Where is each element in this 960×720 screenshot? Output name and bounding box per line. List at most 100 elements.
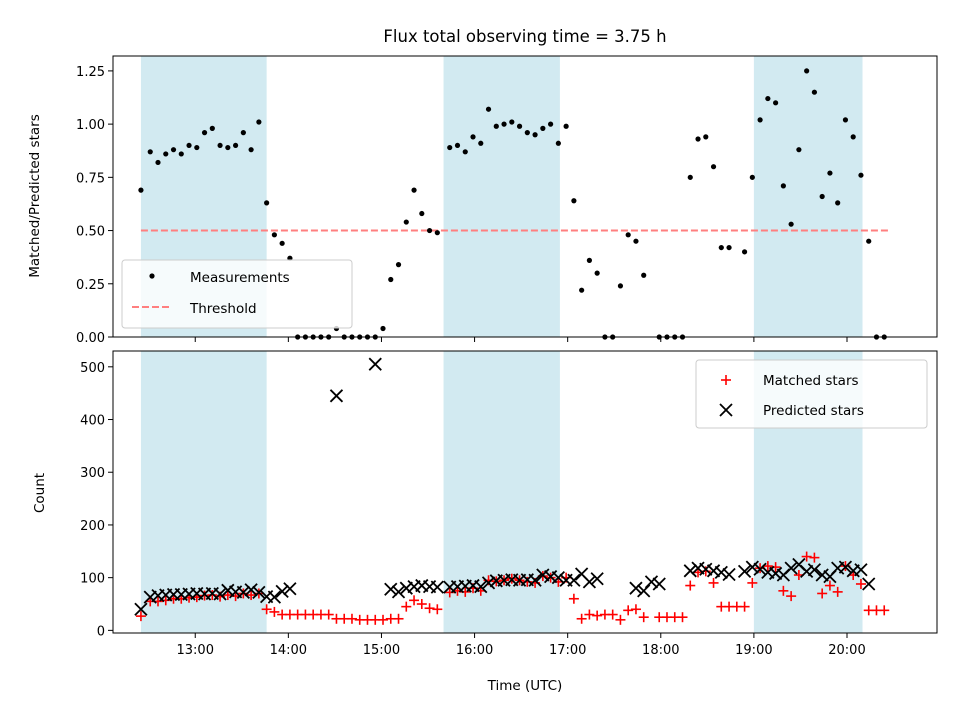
matched-star-point [879, 605, 890, 616]
predicted-star-stroke-b [384, 582, 398, 596]
predicted-star-stroke-b [792, 557, 806, 572]
measurement-point [633, 238, 639, 244]
measurement-point [579, 287, 585, 293]
measurement-point [819, 193, 825, 200]
top-y-tick-label: 1.25 [76, 65, 105, 80]
matched-star-point [778, 585, 789, 596]
bottom-legend: Matched stars Predicted stars [695, 359, 928, 429]
predicted-star-point [329, 389, 344, 403]
matched-star-point [832, 586, 843, 597]
matched-star-point [607, 609, 618, 620]
measurement-point [454, 142, 461, 149]
legend-threshold-label: Threshold [189, 301, 257, 317]
predicted-star-point [706, 564, 721, 578]
predicted-star-stroke-b [590, 572, 604, 586]
predicted-star-stroke-b [800, 564, 814, 578]
top-shaded-interval-1 [443, 56, 560, 337]
top-y-tick-label: 0.50 [76, 225, 105, 240]
measurement-point [780, 183, 786, 189]
matched-star-point [401, 601, 412, 612]
predicted-star-stroke-b [691, 561, 705, 575]
measurement-point [232, 142, 239, 149]
predicted-star-point [275, 584, 289, 598]
matched-star-point [432, 604, 443, 615]
matched-star-point [747, 577, 758, 588]
bottom-y-tick-label: 500 [80, 361, 105, 376]
bottom-y-tick-label: 400 [80, 414, 105, 429]
bottom-y-tick-label: 200 [80, 519, 105, 534]
measurement-point [687, 174, 693, 180]
matched-star-point [685, 580, 696, 591]
predicted-star-stroke-b [134, 602, 148, 616]
measurement-point [380, 325, 386, 332]
matched-star-point [393, 613, 404, 624]
bottom-x-tick-label: 17:00 [549, 643, 586, 658]
measurement-point [501, 121, 507, 127]
bottom-legend-box [695, 359, 928, 429]
predicted-star-stroke-b [706, 564, 721, 578]
measurement-point [478, 140, 484, 146]
measurement-point [524, 130, 530, 136]
predicted-star-point [551, 571, 565, 585]
predicted-star-point [629, 581, 643, 595]
predicted-star-point [714, 565, 728, 580]
measurement-point [788, 221, 794, 227]
measurement-point [155, 159, 161, 166]
matched-star-point [630, 604, 641, 615]
matched-star-point [576, 613, 587, 624]
matched-star-point [677, 612, 688, 623]
predicted-star-point [800, 564, 814, 578]
matched-star-point [638, 612, 649, 623]
measurement-point [248, 147, 254, 153]
predicted-star-point [722, 567, 736, 582]
measurement-point [617, 283, 624, 289]
predicted-star-stroke-b [244, 583, 258, 597]
predicted-star-point [267, 590, 282, 604]
predicted-star-point [399, 581, 413, 595]
predicted-star-point [221, 583, 235, 597]
predicted-star-stroke-b [391, 585, 406, 599]
bottom-x-tick-label: 14:00 [270, 643, 307, 658]
measurement-point [586, 257, 592, 263]
measurement-point [548, 121, 554, 127]
measurement-point [757, 117, 763, 123]
measurement-point [765, 95, 771, 102]
bottom-predicted-points [134, 357, 876, 616]
measurement-point [493, 123, 499, 129]
matched-star-point [207, 590, 218, 601]
predicted-star-point [430, 580, 444, 594]
predicted-star-stroke-b [236, 585, 250, 600]
bottom-y-axis-label: Count [32, 473, 48, 513]
predicted-star-point [683, 564, 697, 578]
measurement-point [217, 142, 223, 149]
legend-matched-label: Matched stars [763, 373, 859, 389]
measurement-point [388, 276, 394, 283]
matched-star-point [786, 591, 797, 602]
predicted-star-point [590, 572, 604, 586]
predicted-star-stroke-b [252, 585, 266, 600]
predicted-star-stroke-b [221, 583, 235, 597]
predicted-star-point [815, 568, 829, 582]
predicted-star-point [567, 573, 581, 587]
measurement-point [842, 117, 849, 123]
bottom-x-tick-label: 13:00 [177, 643, 214, 658]
legend-matched-marker [721, 375, 731, 385]
measurement-point [256, 119, 262, 125]
legend-predicted-label: Predicted stars [763, 403, 864, 419]
measurement-point [186, 142, 192, 149]
matched-star-point [809, 552, 820, 563]
predicted-star-point [384, 582, 398, 596]
predicted-star-point [644, 575, 659, 589]
measurement-point [741, 249, 748, 255]
predicted-star-point [143, 590, 157, 604]
measurement-point [264, 200, 270, 206]
top-y-axis-label: Matched/Predicted stars [27, 114, 43, 277]
predicted-star-stroke-b [474, 579, 488, 594]
predicted-star-point [699, 562, 713, 576]
predicted-star-point [745, 560, 759, 574]
measurement-point [225, 144, 231, 151]
matched-star-point [824, 580, 835, 591]
measurement-point [240, 130, 246, 136]
predicted-star-point [838, 560, 853, 574]
measurement-point [710, 164, 717, 170]
